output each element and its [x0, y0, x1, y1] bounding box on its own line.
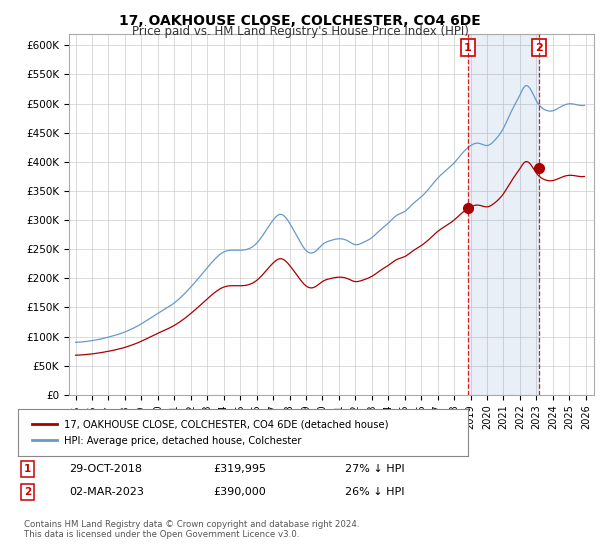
Text: 26% ↓ HPI: 26% ↓ HPI: [345, 487, 404, 497]
Text: 1: 1: [464, 43, 472, 53]
Legend: 17, OAKHOUSE CLOSE, COLCHESTER, CO4 6DE (detached house), HPI: Average price, de: 17, OAKHOUSE CLOSE, COLCHESTER, CO4 6DE …: [28, 416, 393, 450]
Text: 27% ↓ HPI: 27% ↓ HPI: [345, 464, 404, 474]
Text: 1: 1: [24, 464, 31, 474]
Text: 02-MAR-2023: 02-MAR-2023: [69, 487, 144, 497]
Text: Contains HM Land Registry data © Crown copyright and database right 2024.
This d: Contains HM Land Registry data © Crown c…: [24, 520, 359, 539]
Text: 2: 2: [24, 487, 31, 497]
Text: £390,000: £390,000: [213, 487, 266, 497]
Text: £319,995: £319,995: [213, 464, 266, 474]
Bar: [468, 34, 539, 395]
Text: 29-OCT-2018: 29-OCT-2018: [69, 464, 142, 474]
Text: Price paid vs. HM Land Registry's House Price Index (HPI): Price paid vs. HM Land Registry's House …: [131, 25, 469, 38]
Text: 17, OAKHOUSE CLOSE, COLCHESTER, CO4 6DE: 17, OAKHOUSE CLOSE, COLCHESTER, CO4 6DE: [119, 14, 481, 28]
Text: 2: 2: [535, 43, 543, 53]
